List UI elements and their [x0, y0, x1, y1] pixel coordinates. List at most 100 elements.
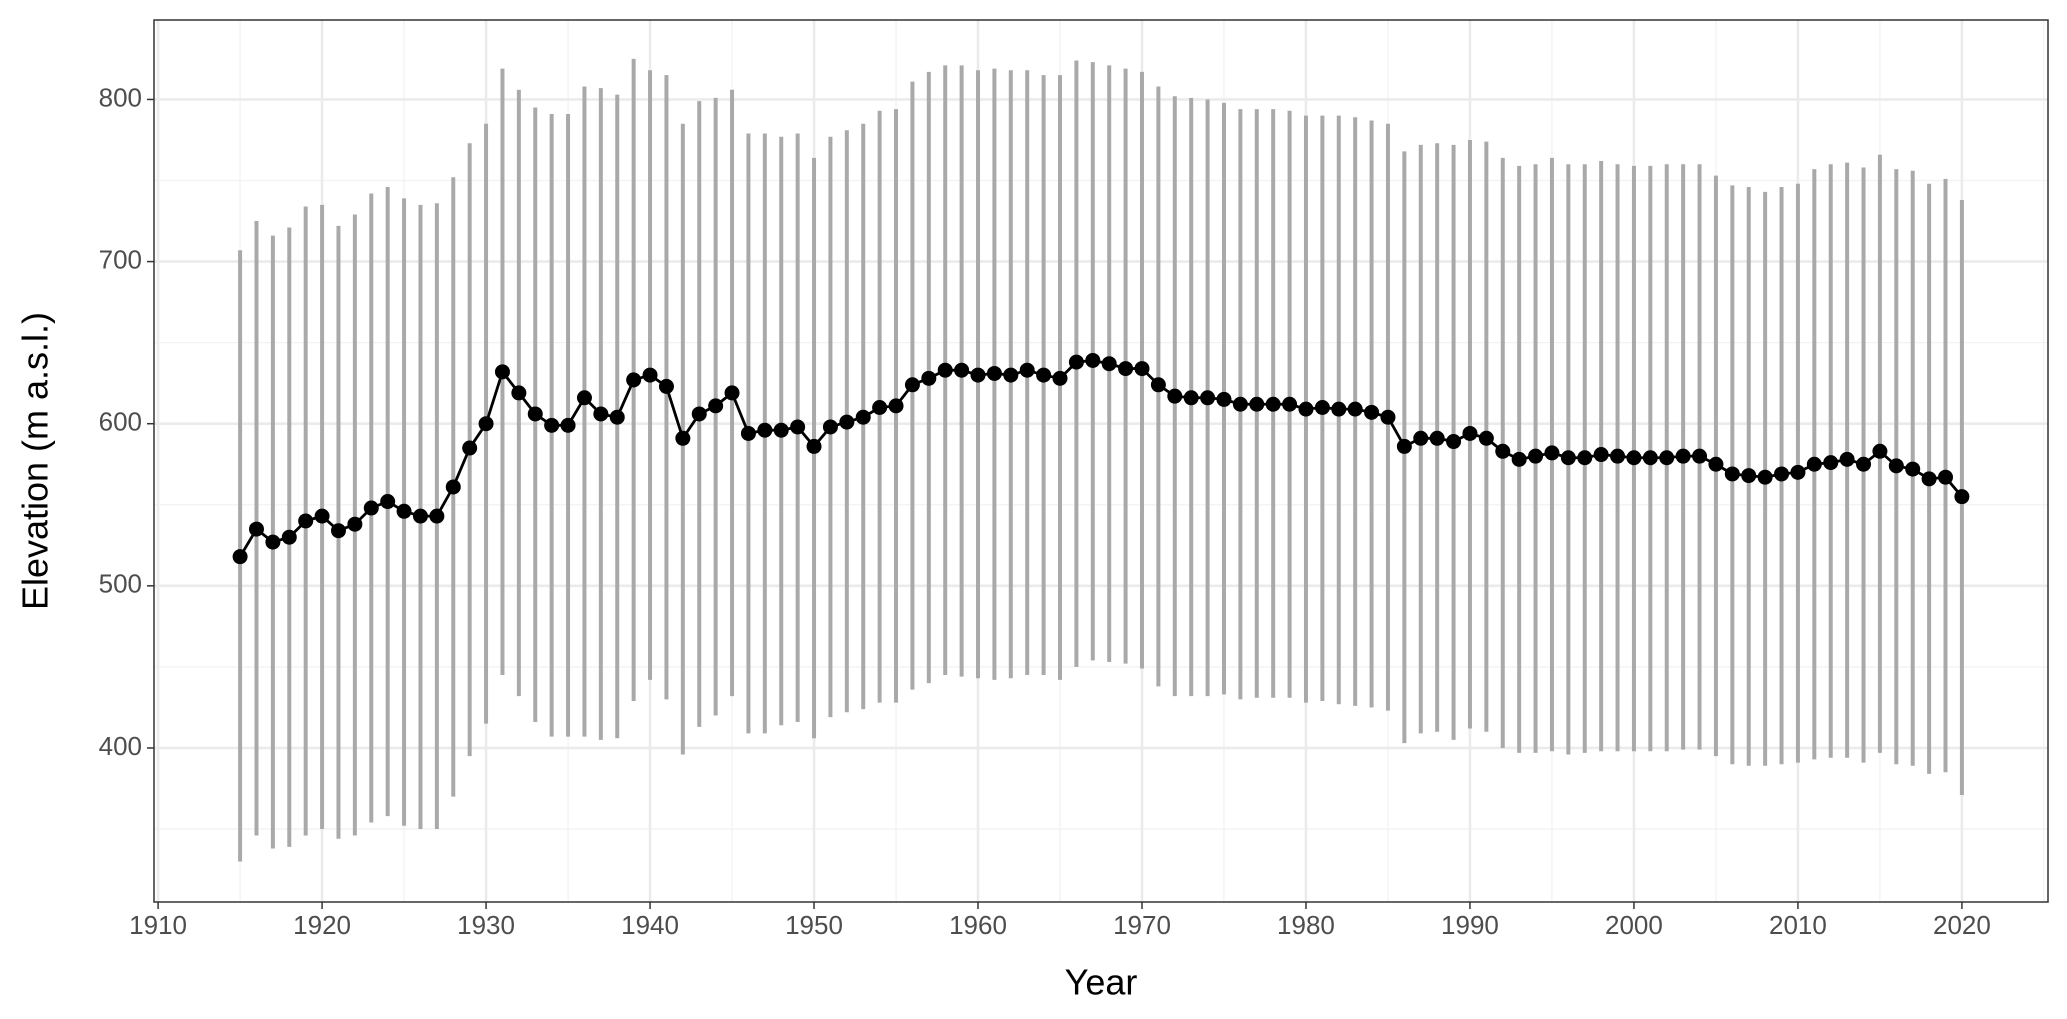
- data-point: [806, 438, 822, 454]
- data-point: [363, 500, 379, 516]
- x-tick-label: 1980: [1277, 910, 1335, 940]
- y-tick-label: 600: [99, 407, 142, 437]
- data-point: [527, 406, 543, 422]
- data-point: [1347, 401, 1363, 417]
- data-point: [1823, 455, 1839, 471]
- data-point: [1380, 409, 1396, 425]
- data-point: [888, 398, 904, 414]
- data-point: [396, 503, 412, 519]
- data-point: [822, 419, 838, 435]
- data-point: [1003, 367, 1019, 383]
- data-point: [642, 367, 658, 383]
- data-point: [232, 549, 248, 565]
- data-point: [937, 362, 953, 378]
- data-point: [609, 409, 625, 425]
- data-point: [412, 508, 428, 524]
- data-point: [1511, 451, 1527, 467]
- data-point: [658, 378, 674, 394]
- data-point: [724, 385, 740, 401]
- data-point: [1183, 390, 1199, 406]
- data-point: [708, 398, 724, 414]
- x-tick-label: 1940: [621, 910, 679, 940]
- x-tick-label: 1970: [1113, 910, 1171, 940]
- data-point: [626, 372, 642, 388]
- data-point: [872, 399, 888, 415]
- data-point: [740, 425, 756, 441]
- data-point: [1626, 450, 1642, 466]
- x-tick-label: 1930: [457, 910, 515, 940]
- data-point: [1265, 396, 1281, 412]
- data-point: [1462, 425, 1478, 441]
- data-point: [1741, 468, 1757, 484]
- data-point: [1167, 388, 1183, 404]
- y-tick-label: 400: [99, 731, 142, 761]
- data-point: [1790, 464, 1806, 480]
- data-point: [1593, 447, 1609, 463]
- data-point: [1724, 466, 1740, 482]
- data-point: [1692, 448, 1708, 464]
- data-point: [970, 367, 986, 383]
- data-point: [1298, 401, 1314, 417]
- data-point: [1675, 448, 1691, 464]
- data-point: [1888, 458, 1904, 474]
- data-point: [380, 494, 396, 510]
- data-point: [1757, 469, 1773, 485]
- data-point: [773, 422, 789, 438]
- data-point: [1872, 443, 1888, 459]
- y-tick-label: 500: [99, 569, 142, 599]
- x-tick-label: 1990: [1441, 910, 1499, 940]
- data-point: [445, 479, 461, 495]
- data-point: [1495, 443, 1511, 459]
- data-point: [1429, 430, 1445, 446]
- data-point: [1478, 430, 1494, 446]
- data-point: [839, 414, 855, 430]
- data-point: [1446, 434, 1462, 450]
- data-point: [494, 364, 510, 380]
- data-point: [511, 385, 527, 401]
- data-point: [1216, 391, 1232, 407]
- data-point: [1118, 361, 1134, 377]
- data-point: [1068, 354, 1084, 370]
- data-point: [1364, 404, 1380, 420]
- data-point: [1085, 352, 1101, 368]
- x-tick-label: 1920: [293, 910, 351, 940]
- x-tick-label: 2020: [1933, 910, 1991, 940]
- data-point: [1249, 396, 1265, 412]
- data-point: [1806, 456, 1822, 472]
- data-point: [1200, 390, 1216, 406]
- data-point: [576, 390, 592, 406]
- data-point: [986, 365, 1002, 381]
- x-tick-label: 1910: [129, 910, 187, 940]
- data-point: [265, 534, 281, 550]
- x-tick-label: 1960: [949, 910, 1007, 940]
- data-point: [544, 417, 560, 433]
- data-point: [1708, 456, 1724, 472]
- x-tick-label: 2000: [1605, 910, 1663, 940]
- data-point: [954, 362, 970, 378]
- data-point: [1396, 438, 1412, 454]
- data-point: [1413, 430, 1429, 446]
- x-tick-label: 1950: [785, 910, 843, 940]
- data-point: [462, 440, 478, 456]
- data-point: [790, 419, 806, 435]
- x-axis-title: Year: [1065, 962, 1138, 1003]
- x-tick-label: 2010: [1769, 910, 1827, 940]
- y-tick-label: 800: [99, 82, 142, 112]
- data-point: [1577, 450, 1593, 466]
- data-point: [675, 430, 691, 446]
- data-point: [1954, 489, 1970, 505]
- panel-border: [153, 19, 2049, 903]
- data-point: [1774, 466, 1790, 482]
- data-point: [1560, 450, 1576, 466]
- data-point: [691, 406, 707, 422]
- y-axis-title: Elevation (m a.s.l.): [15, 312, 56, 610]
- data-point: [1232, 396, 1248, 412]
- data-point: [1331, 401, 1347, 417]
- data-point: [347, 516, 363, 532]
- data-point: [478, 416, 494, 432]
- data-point: [1019, 362, 1035, 378]
- data-point: [1036, 367, 1052, 383]
- data-point: [1528, 448, 1544, 464]
- data-point: [1314, 399, 1330, 415]
